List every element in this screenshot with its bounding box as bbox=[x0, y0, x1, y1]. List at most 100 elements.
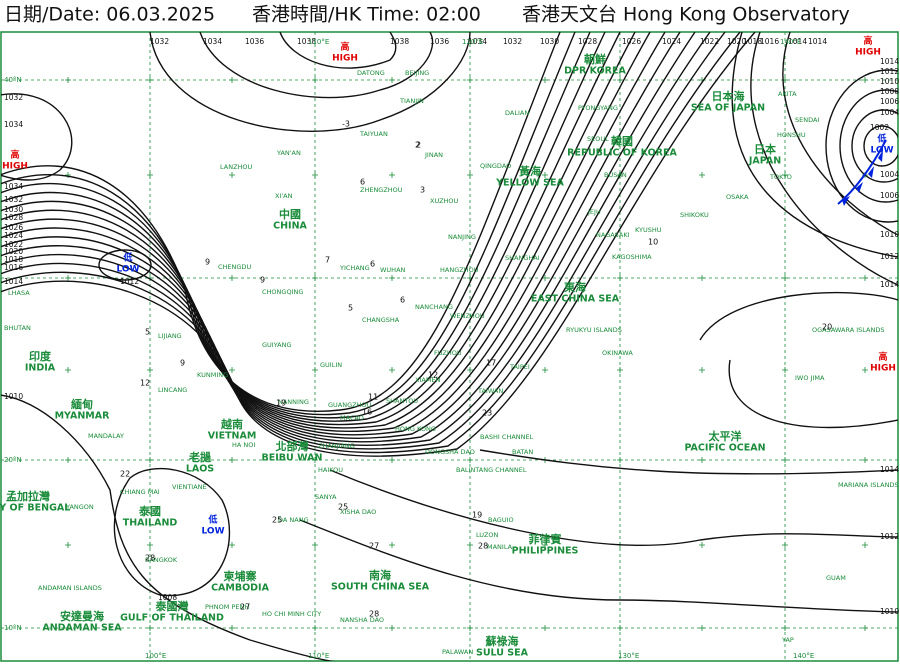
isobar bbox=[750, 32, 898, 286]
isobar bbox=[1, 93, 73, 181]
pressure-centre-zh: 低 bbox=[207, 514, 217, 526]
grid-cross bbox=[542, 367, 548, 373]
region-name-zh: 北部灣 bbox=[276, 439, 309, 453]
place-name: BALINTANG CHANNEL bbox=[456, 466, 527, 474]
place-name: DA NANG bbox=[278, 516, 309, 524]
isobar-label: 1024 bbox=[4, 231, 23, 240]
grid-cross bbox=[147, 77, 153, 83]
isobar-label: 1010 bbox=[880, 607, 899, 616]
grid-cross bbox=[542, 625, 548, 631]
isobar bbox=[329, 469, 898, 546]
place-name: HONSHU bbox=[777, 131, 806, 139]
isobar-label: 1014 bbox=[808, 37, 827, 46]
grid-cross bbox=[229, 367, 235, 373]
grid-cross bbox=[389, 457, 395, 463]
temperature: 11 bbox=[368, 393, 378, 402]
isobar-label: 1006 bbox=[880, 191, 899, 200]
temperature: 25 bbox=[338, 503, 348, 512]
isobar-label: 1012 bbox=[880, 252, 899, 261]
grid-cross bbox=[65, 625, 71, 631]
isobar-label: 1038 bbox=[390, 37, 409, 46]
grid-cross bbox=[229, 172, 235, 178]
place-name: QINGDAO bbox=[480, 162, 511, 170]
pressure-centre-zh: 低 bbox=[122, 252, 132, 264]
grid-cross bbox=[65, 275, 71, 281]
grid-cross bbox=[65, 542, 71, 548]
grid-cross bbox=[699, 542, 705, 548]
grid-cross bbox=[389, 625, 395, 631]
region-name-en: SULU SEA bbox=[476, 648, 529, 659]
isobar bbox=[1, 32, 696, 443]
isobar bbox=[279, 32, 397, 69]
place-name: JEJU bbox=[587, 208, 601, 216]
grid-cross bbox=[229, 275, 235, 281]
front-triangles bbox=[842, 150, 883, 206]
place-name: YANGON bbox=[65, 503, 94, 511]
grid-cross bbox=[229, 77, 235, 83]
isobar-label: 1034 bbox=[203, 37, 222, 46]
isobar-label: 1002 bbox=[870, 123, 889, 132]
grid-cross bbox=[389, 367, 395, 373]
isobar-label: 1008 bbox=[158, 593, 177, 602]
place-name: YICHANG bbox=[339, 264, 370, 272]
region-name-en: CAMBODIA bbox=[211, 583, 270, 594]
temperature: 5 bbox=[348, 304, 353, 313]
place-name: YAN'AN bbox=[276, 149, 301, 157]
pressure-centre-zh: 高 bbox=[878, 351, 887, 363]
isobar-label: 1022 bbox=[4, 240, 23, 249]
temperature: 6 bbox=[360, 178, 365, 187]
isobar-label: 1020 bbox=[727, 37, 746, 46]
isobar-label: 1004 bbox=[880, 170, 899, 179]
place-name: ZHENGZHOU bbox=[360, 186, 403, 194]
grid-cross bbox=[389, 275, 395, 281]
region-name-en: THAILAND bbox=[123, 518, 178, 529]
temperature: 16 bbox=[362, 408, 372, 417]
pressure-centre-en: LOW bbox=[202, 527, 225, 537]
grid-cross bbox=[467, 457, 473, 463]
graticule-label: 40°N bbox=[4, 76, 22, 84]
grid-cross bbox=[699, 172, 705, 178]
isobar-label: 1010 bbox=[4, 392, 23, 401]
header-agency: 香港天文台 Hong Kong Observatory bbox=[522, 4, 850, 26]
graticule-label: 120°E bbox=[462, 38, 483, 46]
isobar bbox=[839, 89, 898, 203]
temperature: 6 bbox=[370, 260, 375, 269]
place-name: SEOUL bbox=[587, 135, 609, 143]
isobar bbox=[825, 69, 898, 223]
pressure-centre-en: LOW bbox=[871, 146, 894, 156]
isobar bbox=[1, 32, 741, 454]
grid-cross bbox=[312, 367, 318, 373]
grid-cross bbox=[65, 457, 71, 463]
place-name: GUIYANG bbox=[262, 341, 292, 349]
isobar bbox=[1, 32, 681, 439]
grid-cross bbox=[542, 172, 548, 178]
place-name: OKINAWA bbox=[602, 349, 633, 357]
place-name: VIENTIANE bbox=[172, 483, 207, 491]
place-name: NANJING bbox=[448, 233, 476, 241]
grid-cross bbox=[617, 625, 623, 631]
place-name: CHONGQING bbox=[262, 288, 303, 296]
pressure-centre-zh: 高 bbox=[340, 41, 349, 53]
grid-cross bbox=[65, 77, 71, 83]
graticule-label: 140°E bbox=[780, 38, 801, 46]
grid-cross bbox=[699, 275, 705, 281]
temperature: 6 bbox=[400, 296, 405, 305]
place-name: XISHA DAO bbox=[340, 508, 376, 516]
grid-cross bbox=[467, 542, 473, 548]
pressure-centre-en: HIGH bbox=[332, 54, 358, 64]
graticule-label: 10°N bbox=[4, 624, 22, 632]
grid-cross bbox=[862, 625, 868, 631]
place-name: LANZHOU bbox=[220, 163, 253, 171]
pressure-centre-en: HIGH bbox=[855, 48, 881, 58]
temperature: 12 bbox=[428, 371, 438, 380]
place-name: TIANJIN bbox=[399, 97, 424, 105]
place-name: SHANTOU bbox=[386, 397, 418, 405]
grid-cross bbox=[542, 542, 548, 548]
isobar-label: 1026 bbox=[4, 223, 23, 232]
grid-cross bbox=[312, 77, 318, 83]
grid-cross bbox=[782, 275, 788, 281]
isobar bbox=[1, 32, 726, 450]
region-name-zh: 柬埔寨 bbox=[224, 569, 257, 583]
place-name: DATONG bbox=[357, 69, 385, 77]
region-name-zh: 孟加拉灣 bbox=[6, 489, 50, 503]
